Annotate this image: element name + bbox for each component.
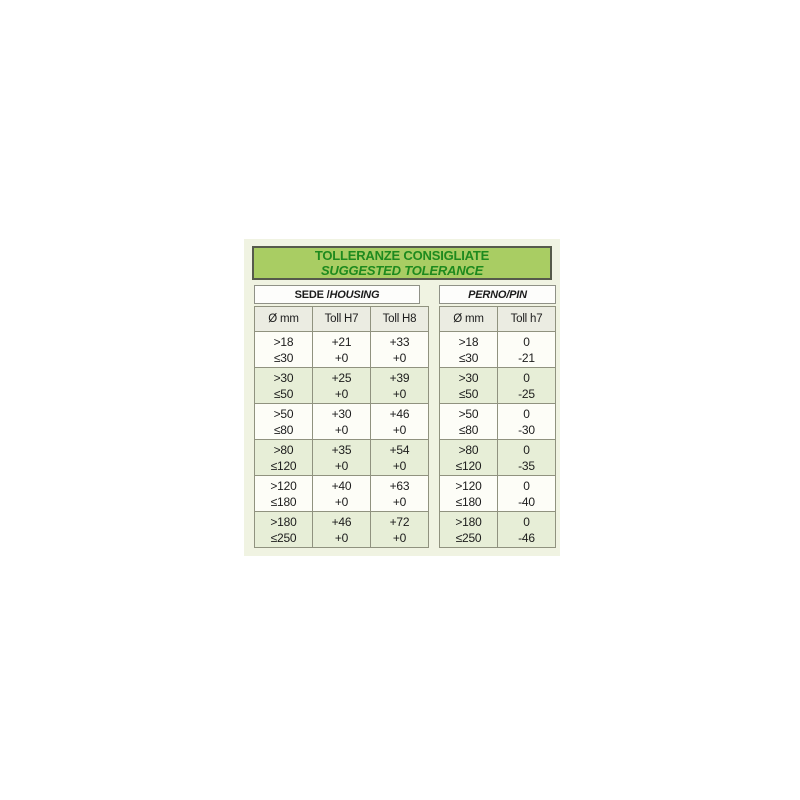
range-cell: >80 ≤120: [439, 439, 498, 476]
toll-h8-cell: +39 +0: [370, 367, 429, 404]
table-row: >50 ≤80 +30 +0 +46 +0: [254, 403, 429, 440]
table-row: >30 ≤50 0 -25: [439, 367, 556, 404]
toll-h7-cell: 0 -46: [497, 511, 556, 548]
toll-h8-cell: +33 +0: [370, 331, 429, 368]
tolerance-panel: TOLLERANZE CONSIGLIATE SUGGESTED TOLERAN…: [244, 239, 560, 556]
toll-h8-cell: +63 +0: [370, 475, 429, 512]
housing-section-header: SEDE / HOUSING: [254, 285, 420, 304]
pin-block: PERNO/PIN Ø mm Toll h7 >18 ≤30 0 -21 >30 ≤5…: [439, 285, 556, 548]
table-row: >180 ≤250 0 -46: [439, 511, 556, 548]
range-cell: >180 ≤250: [254, 511, 313, 548]
housing-col-toll-h8: Toll H8: [370, 306, 429, 332]
pin-title: PERNO/PIN: [468, 288, 527, 301]
range-cell: >120 ≤180: [439, 475, 498, 512]
range-cell: >50 ≤80: [439, 403, 498, 440]
pin-table: Ø mm Toll h7 >18 ≤30 0 -21 >30 ≤50 0 -25 >50…: [439, 306, 556, 548]
toll-h8-cell: +54 +0: [370, 439, 429, 476]
table-row: >80 ≤120 0 -35: [439, 439, 556, 476]
toll-h7-cell: +40 +0: [312, 475, 371, 512]
toll-h7-cell: +25 +0: [312, 367, 371, 404]
table-row: >180 ≤250 +46 +0 +72 +0: [254, 511, 429, 548]
pin-col-diameter: Ø mm: [439, 306, 498, 332]
toll-h7-cell: +30 +0: [312, 403, 371, 440]
toll-h7-cell: 0 -35: [497, 439, 556, 476]
housing-header-row: Ø mm Toll H7 Toll H8: [254, 306, 429, 332]
tables-row: SEDE / HOUSING Ø mm Toll H7 Toll H8 >18 ≤…: [254, 285, 556, 548]
housing-col-toll-h7: Toll H7: [312, 306, 371, 332]
range-cell: >30 ≤50: [439, 367, 498, 404]
panel-title: TOLLERANZE CONSIGLIATE SUGGESTED TOLERAN…: [252, 246, 552, 280]
table-row: >18 ≤30 +21 +0 +33 +0: [254, 331, 429, 368]
table-row: >80 ≤120 +35 +0 +54 +0: [254, 439, 429, 476]
table-row: >120 ≤180 0 -40: [439, 475, 556, 512]
table-row: >18 ≤30 0 -21: [439, 331, 556, 368]
range-cell: >30 ≤50: [254, 367, 313, 404]
range-cell: >180 ≤250: [439, 511, 498, 548]
toll-h7-cell: 0 -21: [497, 331, 556, 368]
toll-h7-cell: +35 +0: [312, 439, 371, 476]
pin-section-header: PERNO/PIN: [439, 285, 556, 304]
housing-col-diameter: Ø mm: [254, 306, 313, 332]
toll-h7-cell: 0 -25: [497, 367, 556, 404]
toll-h8-cell: +72 +0: [370, 511, 429, 548]
housing-title-plain: SEDE /: [294, 288, 330, 301]
range-cell: >120 ≤180: [254, 475, 313, 512]
housing-table: Ø mm Toll H7 Toll H8 >18 ≤30 +21 +0 +33 +0 …: [254, 306, 429, 548]
housing-title-italic: HOUSING: [329, 288, 380, 301]
panel-title-line1: TOLLERANZE CONSIGLIATE: [314, 248, 490, 263]
toll-h7-cell: 0 -30: [497, 403, 556, 440]
toll-h7-cell: +21 +0: [312, 331, 371, 368]
toll-h7-cell: 0 -40: [497, 475, 556, 512]
table-row: >50 ≤80 0 -30: [439, 403, 556, 440]
range-cell: >18 ≤30: [254, 331, 313, 368]
pin-header-row: Ø mm Toll h7: [439, 306, 556, 332]
housing-block: SEDE / HOUSING Ø mm Toll H7 Toll H8 >18 ≤…: [254, 285, 429, 548]
toll-h7-cell: +46 +0: [312, 511, 371, 548]
toll-h8-cell: +46 +0: [370, 403, 429, 440]
pin-col-toll-h7: Toll h7: [497, 306, 556, 332]
panel-title-line2: SUGGESTED TOLERANCE: [320, 263, 484, 278]
range-cell: >80 ≤120: [254, 439, 313, 476]
table-row: >30 ≤50 +25 +0 +39 +0: [254, 367, 429, 404]
range-cell: >50 ≤80: [254, 403, 313, 440]
table-row: >120 ≤180 +40 +0 +63 +0: [254, 475, 429, 512]
range-cell: >18 ≤30: [439, 331, 498, 368]
